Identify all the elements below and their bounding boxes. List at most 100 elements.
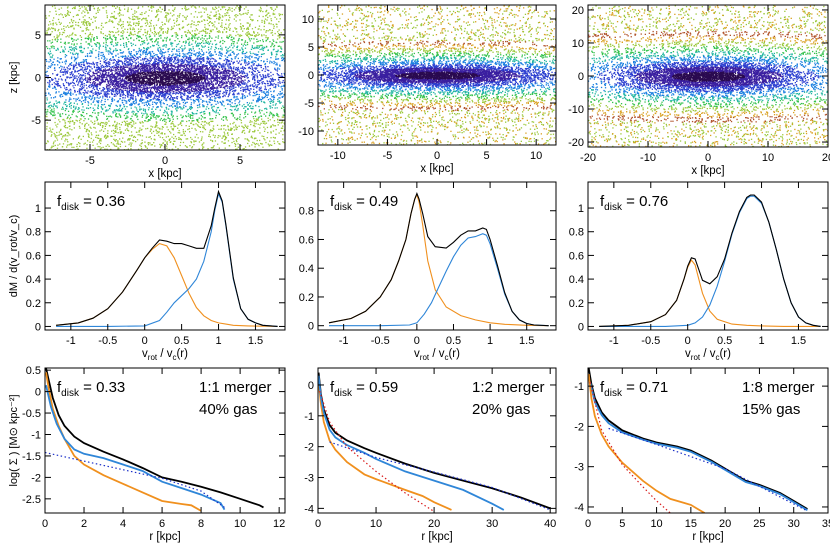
particle bbox=[122, 38, 124, 40]
particle bbox=[249, 88, 251, 90]
particle bbox=[178, 14, 181, 17]
particle bbox=[265, 66, 267, 68]
particle bbox=[171, 71, 173, 73]
particle bbox=[16, 98, 17, 99]
particle bbox=[130, 104, 132, 107]
particle bbox=[253, 118, 255, 120]
particle bbox=[174, 125, 177, 127]
particle bbox=[67, 92, 69, 94]
particle bbox=[27, 127, 28, 128]
particle bbox=[210, 40, 212, 42]
particle bbox=[227, 132, 229, 134]
particle bbox=[63, 85, 65, 87]
particle bbox=[214, 136, 216, 139]
particle bbox=[109, 36, 111, 38]
particle bbox=[227, 126, 229, 128]
particle bbox=[72, 78, 75, 80]
particle bbox=[126, 102, 128, 104]
particle bbox=[264, 121, 266, 123]
particle bbox=[147, 70, 149, 72]
particle bbox=[197, 57, 199, 59]
particle bbox=[176, 101, 178, 103]
particle bbox=[233, 92, 235, 94]
particle bbox=[102, 79, 104, 81]
particle bbox=[162, 79, 164, 81]
particle bbox=[180, 72, 183, 75]
particle bbox=[239, 113, 241, 116]
particle bbox=[108, 93, 110, 95]
particle bbox=[170, 123, 172, 125]
particle bbox=[165, 83, 168, 85]
particle bbox=[146, 70, 148, 72]
particle bbox=[295, 50, 296, 51]
particle bbox=[236, 69, 238, 71]
particle bbox=[235, 81, 237, 83]
particle bbox=[251, 28, 254, 30]
particle bbox=[63, 66, 65, 68]
particle bbox=[126, 64, 128, 67]
particle bbox=[164, 56, 166, 59]
particle bbox=[210, 64, 212, 67]
particle bbox=[50, 113, 52, 115]
particle bbox=[262, 53, 264, 55]
particle bbox=[201, 46, 204, 48]
particle bbox=[150, 138, 152, 140]
particle bbox=[281, 107, 283, 109]
particle bbox=[185, 172, 186, 173]
particle bbox=[281, 57, 283, 59]
particle bbox=[231, 39, 233, 41]
particle bbox=[148, 47, 150, 49]
particle bbox=[283, 94, 285, 96]
particle bbox=[76, 145, 78, 148]
particle bbox=[32, 30, 33, 31]
particle bbox=[82, 61, 84, 63]
particle bbox=[145, 50, 148, 52]
particle bbox=[75, 39, 77, 41]
particle bbox=[81, 123, 83, 125]
particle bbox=[78, 62, 80, 64]
particle bbox=[221, 79, 224, 81]
particle bbox=[249, 94, 251, 96]
particle bbox=[97, 55, 100, 58]
particle bbox=[205, 75, 207, 77]
particle bbox=[36, 60, 37, 61]
particle bbox=[203, 127, 205, 130]
particle bbox=[63, 29, 66, 32]
particle bbox=[256, 75, 258, 77]
particle bbox=[116, 89, 118, 91]
particle bbox=[146, 66, 148, 69]
particle bbox=[114, 111, 116, 113]
particle bbox=[95, 26, 97, 28]
particle bbox=[112, 143, 114, 145]
particle bbox=[159, 68, 161, 71]
particle bbox=[187, 156, 188, 157]
particle bbox=[81, 12, 83, 14]
particle bbox=[237, 83, 239, 85]
particle bbox=[259, 74, 261, 76]
particle bbox=[243, 81, 245, 83]
particle bbox=[277, 58, 280, 60]
particle bbox=[109, 80, 111, 82]
particle bbox=[17, 59, 18, 60]
particle bbox=[272, 100, 274, 102]
particle bbox=[83, 83, 85, 85]
particle bbox=[198, 70, 200, 73]
particle bbox=[162, 66, 164, 68]
particle bbox=[265, 122, 268, 124]
particle bbox=[27, 64, 28, 65]
particle bbox=[46, 115, 48, 118]
particle bbox=[177, 61, 179, 64]
particle bbox=[215, 15, 217, 17]
particle bbox=[123, 171, 124, 172]
particle bbox=[258, 97, 260, 99]
particle bbox=[125, 80, 127, 82]
particle bbox=[107, 61, 109, 63]
particle bbox=[198, 57, 200, 59]
particle bbox=[119, 18, 122, 20]
particle bbox=[185, 138, 187, 140]
particle bbox=[58, 21, 60, 23]
particle bbox=[357, 109, 358, 110]
plot-area-map-1 bbox=[16, 5, 358, 173]
particle bbox=[132, 65, 134, 67]
particle bbox=[65, 59, 67, 61]
